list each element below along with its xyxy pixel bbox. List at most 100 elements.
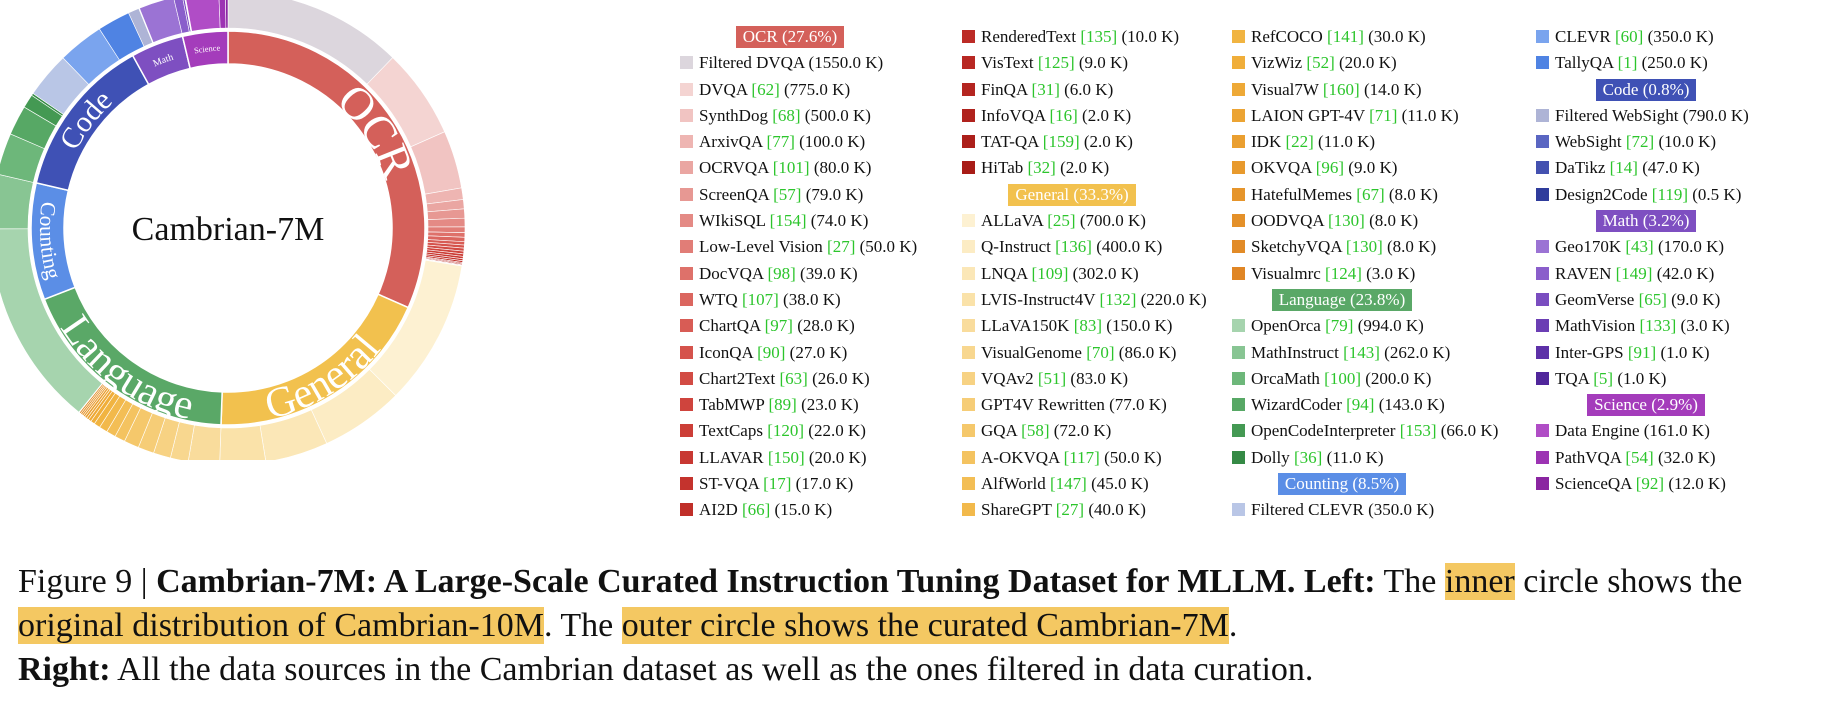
legend-item-citation[interactable]: [31]: [1031, 79, 1060, 99]
legend-item-citation[interactable]: [94]: [1346, 395, 1375, 415]
legend-item-citation[interactable]: [160]: [1322, 79, 1360, 99]
legend-item-citation[interactable]: [125]: [1037, 53, 1075, 73]
legend-item-citation[interactable]: [130]: [1327, 211, 1365, 231]
legend-item-citation[interactable]: [63]: [779, 368, 808, 388]
legend-item-citation[interactable]: [101]: [772, 158, 810, 178]
legend-item-citation[interactable]: [124]: [1325, 263, 1362, 283]
legend-item-citation[interactable]: [27]: [1055, 500, 1085, 520]
legend-item-name: SketchyVQA: [1251, 237, 1346, 257]
legend-item-citation[interactable]: [159]: [1042, 132, 1080, 152]
legend-item-citation[interactable]: [65]: [1638, 289, 1667, 309]
legend-item-citation[interactable]: [133]: [1639, 316, 1677, 336]
legend-item-citation[interactable]: [100]: [1324, 368, 1361, 388]
legend-item-citation[interactable]: [72]: [1625, 132, 1655, 152]
legend-item-citation[interactable]: [66]: [741, 500, 771, 520]
legend-item-citation[interactable]: [71]: [1369, 105, 1398, 125]
legend-item: OODVQA [130] (8.0 K): [1232, 208, 1498, 234]
legend-item-citation[interactable]: [58]: [1021, 421, 1050, 441]
legend-item-citation[interactable]: [68]: [772, 105, 801, 125]
legend-item: SynthDog [68] (500.0 K): [680, 103, 917, 129]
legend-item-citation[interactable]: [119]: [1651, 184, 1688, 204]
legend-item-name: Low-Level Vision: [699, 237, 828, 257]
legend-item-citation[interactable]: [154]: [769, 211, 807, 231]
legend-header-math: Math (3.2%): [1595, 210, 1697, 233]
legend-item-citation[interactable]: [135]: [1080, 27, 1118, 46]
legend-item-citation[interactable]: [117]: [1063, 447, 1100, 467]
legend-item-citation[interactable]: [77]: [766, 132, 795, 152]
legend-item-citation[interactable]: [130]: [1345, 237, 1383, 257]
legend-item: Dolly [36] (11.0 K): [1232, 445, 1498, 471]
legend-item-citation[interactable]: [143]: [1343, 342, 1380, 362]
legend-item-citation[interactable]: [52]: [1306, 53, 1335, 73]
legend-item-name: OODVQA: [1251, 211, 1328, 231]
legend-item-citation[interactable]: [147]: [1049, 474, 1087, 494]
legend-item-citation[interactable]: [132]: [1099, 289, 1137, 309]
outer-slice-wikisql: [427, 217, 466, 228]
legend-item-citation[interactable]: [27]: [827, 237, 856, 257]
legend-item-citation[interactable]: [92]: [1635, 474, 1665, 494]
legend-item-citation[interactable]: [97]: [764, 316, 793, 336]
legend-swatch: [962, 503, 975, 517]
legend-item-citation[interactable]: [22]: [1285, 132, 1314, 152]
legend-item-citation[interactable]: [25]: [1047, 211, 1076, 231]
legend-item-citation[interactable]: [54]: [1625, 447, 1654, 467]
legend-item-citation[interactable]: [51]: [1037, 368, 1067, 388]
legend-item-citation[interactable]: [120]: [767, 421, 805, 441]
legend-item-citation[interactable]: [136]: [1055, 237, 1092, 257]
legend-item: OpenCodeInterpreter [153] (66.0 K): [1232, 418, 1498, 444]
legend-item: OrcaMath [100] (200.0 K): [1232, 366, 1498, 392]
legend-item-citation[interactable]: [109]: [1031, 263, 1069, 283]
legend-item-citation[interactable]: [60]: [1614, 27, 1644, 46]
legend-item-name: Geo170K: [1555, 237, 1626, 257]
legend-item: OKVQA [96] (9.0 K): [1232, 155, 1498, 181]
legend-item-size: (100.0 K): [799, 132, 866, 152]
legend-item-citation[interactable]: [91]: [1627, 342, 1657, 362]
legend-swatch: [962, 398, 975, 412]
caption-prefix: Figure 9 |: [18, 563, 157, 600]
legend-item-name: GPT4V Rewritten: [981, 395, 1110, 415]
legend-item-citation[interactable]: [36]: [1293, 447, 1323, 467]
legend-item-name: Visualmrc: [1251, 263, 1326, 283]
legend-item: Data Engine (161.0 K): [1536, 418, 1756, 444]
legend-item-citation[interactable]: [150]: [767, 447, 805, 467]
legend-item-name: GeomVerse: [1555, 289, 1639, 309]
legend-item-citation[interactable]: [1]: [1617, 53, 1638, 73]
legend-swatch: [680, 319, 693, 333]
legend-item-citation[interactable]: [62]: [751, 79, 780, 99]
legend-item-citation[interactable]: [14]: [1609, 158, 1638, 178]
legend-item-size: (42.0 K): [1656, 263, 1715, 283]
legend-item-size: (39.0 K): [800, 263, 858, 283]
legend-item-citation[interactable]: [32]: [1027, 158, 1056, 178]
legend-swatch: [1536, 450, 1549, 464]
legend-item-citation[interactable]: [89]: [768, 395, 797, 415]
legend-item-name: Design2Code: [1555, 184, 1652, 204]
legend-item-name: ChartQA: [699, 316, 765, 336]
legend-item-citation[interactable]: [5]: [1593, 368, 1614, 388]
legend-item: HiTab [32] (2.0 K): [962, 155, 1207, 181]
legend-item-size: (170.0 K): [1657, 237, 1725, 257]
legend-item-citation[interactable]: [98]: [767, 263, 796, 283]
legend-item-citation[interactable]: [70]: [1086, 342, 1115, 362]
legend-item-name: OKVQA: [1251, 158, 1316, 178]
legend-item-citation[interactable]: [43]: [1625, 237, 1654, 257]
legend-item-name: RAVEN: [1555, 263, 1616, 283]
legend-swatch: [962, 56, 975, 70]
legend-item-citation[interactable]: [141]: [1327, 27, 1364, 46]
legend-swatch: [1536, 161, 1549, 175]
legend-item: DaTikz [14] (47.0 K): [1536, 155, 1756, 181]
legend-item-citation[interactable]: [96]: [1315, 158, 1345, 178]
legend-item-citation[interactable]: [149]: [1615, 263, 1653, 283]
legend-item-citation[interactable]: [153]: [1399, 421, 1437, 441]
legend-item: DocVQA [98] (39.0 K): [680, 261, 917, 287]
legend-item-citation[interactable]: [79]: [1325, 316, 1354, 336]
legend-item-citation[interactable]: [17]: [763, 474, 792, 494]
legend-item-citation[interactable]: [83]: [1073, 316, 1103, 336]
legend-item-citation[interactable]: [107]: [741, 289, 779, 309]
legend-item-citation[interactable]: [57]: [773, 184, 802, 204]
legend-item-name: MathInstruct: [1251, 342, 1344, 362]
legend-item-citation[interactable]: [16]: [1049, 105, 1078, 125]
legend-item: ScienceQA [92] (12.0 K): [1536, 471, 1756, 497]
caption-text-4: .: [1228, 607, 1238, 644]
legend-item-citation[interactable]: [90]: [757, 342, 786, 362]
legend-item-citation[interactable]: [67]: [1356, 184, 1385, 204]
